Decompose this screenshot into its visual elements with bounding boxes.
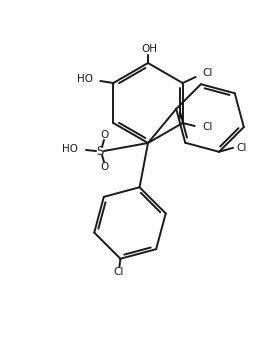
Text: HO: HO [77,74,93,84]
Text: OH: OH [141,44,157,54]
Text: Cl: Cl [203,122,213,132]
Text: Cl: Cl [113,267,124,277]
Text: O: O [100,130,108,140]
Text: HO: HO [62,144,78,154]
Text: S: S [96,145,104,158]
Text: Cl: Cl [236,143,246,153]
Text: O: O [100,162,108,172]
Text: Cl: Cl [203,68,213,78]
